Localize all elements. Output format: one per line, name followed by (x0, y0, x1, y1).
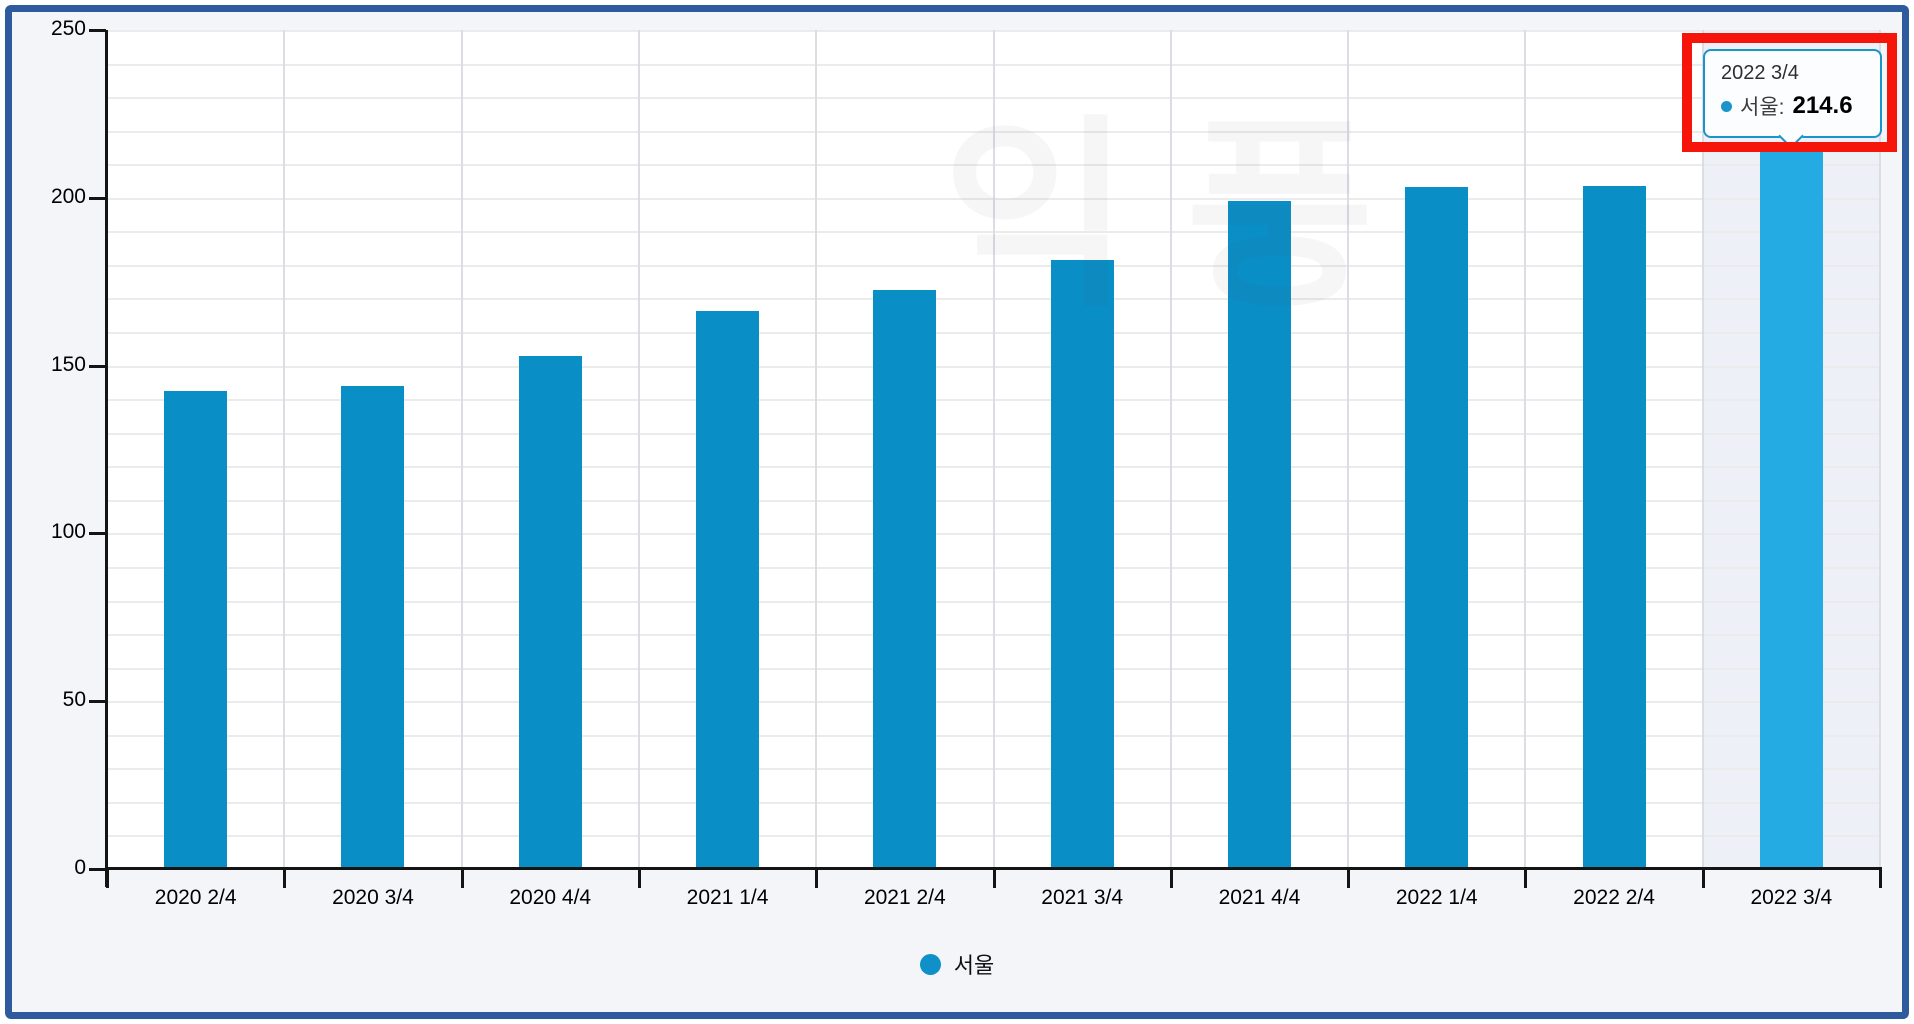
bar[interactable] (1050, 259, 1114, 869)
y-axis-tick (89, 196, 106, 200)
x-axis-tick (1347, 869, 1351, 888)
bar[interactable] (1405, 187, 1469, 869)
gridline-vertical (283, 30, 286, 869)
x-axis-tick (815, 869, 819, 888)
gridline-vertical (1169, 30, 1172, 869)
tooltip-category: 2022 3/4 (1721, 62, 1799, 84)
tooltip: 2022 3/4 서울: 214.6 (1703, 49, 1882, 149)
gridline-vertical (460, 30, 463, 869)
watermark: 익풍 (942, 102, 1430, 331)
gridline-vertical (1879, 30, 1881, 869)
x-axis-tick (283, 869, 287, 888)
y-axis-label: 150 (50, 352, 86, 376)
tooltip-series-marker-icon (1721, 100, 1732, 112)
x-axis-label: 2021 2/4 (863, 886, 946, 909)
bar[interactable] (1227, 201, 1291, 869)
gridline-vertical (637, 30, 640, 869)
x-axis-line (105, 867, 1882, 870)
bar[interactable] (518, 355, 582, 869)
y-axis-tick (89, 700, 106, 704)
x-axis-label: 2021 1/4 (686, 886, 769, 909)
x-axis-label: 2020 3/4 (332, 886, 414, 909)
x-axis-tick (1524, 869, 1528, 888)
y-axis-label: 100 (50, 520, 86, 544)
y-axis-tick (89, 868, 106, 871)
y-axis-tick (89, 29, 106, 32)
x-axis-tick (106, 869, 109, 888)
tooltip-value: 214.6 (1792, 92, 1853, 119)
y-axis-label: 200 (50, 184, 86, 208)
y-axis-line (105, 30, 108, 887)
x-axis-tick (1169, 869, 1173, 888)
x-axis-label: 2020 4/4 (509, 886, 592, 909)
bar[interactable] (164, 391, 228, 869)
x-axis-label: 2022 3/4 (1750, 886, 1833, 909)
y-axis-tick (89, 364, 106, 368)
x-axis-label: 2021 4/4 (1218, 886, 1301, 909)
legend-label: 서울 (953, 953, 995, 978)
x-axis-label: 2021 3/4 (1041, 886, 1124, 909)
gridline-vertical (992, 30, 995, 869)
gridline-vertical (815, 30, 818, 869)
x-axis-label: 2022 2/4 (1573, 886, 1655, 909)
x-axis-tick (992, 869, 996, 888)
x-axis-label: 2022 1/4 (1395, 886, 1478, 909)
x-axis-tick (460, 869, 464, 888)
bar[interactable] (1582, 185, 1646, 869)
tooltip-series-label: 서울: (1740, 96, 1785, 119)
gridline-vertical (1524, 30, 1527, 869)
legend[interactable]: 서울 (0, 948, 1914, 980)
y-axis-label: 250 (50, 17, 86, 40)
y-axis-label: 0 (74, 856, 86, 879)
y-axis-tick (89, 532, 106, 536)
gridline-vertical (1347, 30, 1350, 869)
bar[interactable] (873, 290, 937, 869)
x-axis-tick (1701, 869, 1705, 888)
bar[interactable] (696, 311, 760, 869)
bar[interactable] (341, 385, 405, 869)
bar[interactable] (1759, 148, 1823, 869)
plot-area: 익풍 (107, 30, 1881, 869)
y-axis-label: 50 (62, 688, 86, 712)
gridline-vertical (1701, 30, 1704, 869)
legend-marker-icon (919, 953, 941, 975)
x-axis-label: 2020 2/4 (154, 886, 237, 909)
x-axis-tick (1879, 869, 1882, 888)
x-axis-tick (637, 869, 641, 888)
